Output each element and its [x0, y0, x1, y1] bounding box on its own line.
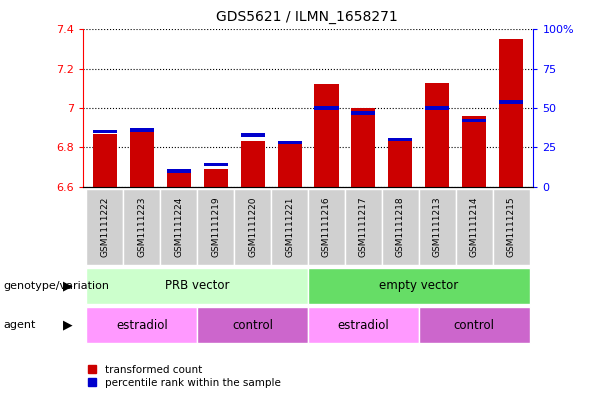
Text: GSM1111216: GSM1111216 [322, 196, 331, 257]
Bar [130, 128, 154, 132]
Bar [493, 189, 530, 265]
Bar [197, 307, 308, 343]
Text: GSM1111224: GSM1111224 [174, 197, 183, 257]
Text: GDS5621 / ILMN_1658271: GDS5621 / ILMN_1658271 [216, 10, 397, 24]
Bar [425, 106, 449, 110]
Bar [351, 111, 375, 115]
Bar [455, 189, 493, 265]
Bar [314, 106, 338, 110]
Bar [308, 268, 530, 304]
Text: GSM1111219: GSM1111219 [211, 196, 220, 257]
Bar [389, 140, 413, 187]
Bar [123, 189, 161, 265]
Text: empty vector: empty vector [379, 279, 459, 292]
Text: ▶: ▶ [63, 319, 72, 332]
Bar [197, 189, 234, 265]
Text: PRB vector: PRB vector [165, 279, 229, 292]
Bar [93, 130, 117, 134]
Text: GSM1111213: GSM1111213 [433, 196, 442, 257]
Text: estradiol: estradiol [338, 319, 389, 332]
Text: GSM1111214: GSM1111214 [470, 197, 479, 257]
Bar [308, 189, 345, 265]
Bar [419, 189, 455, 265]
Bar [499, 39, 523, 187]
Bar [278, 141, 302, 144]
Bar [130, 132, 154, 187]
Bar [86, 189, 123, 265]
Bar [308, 307, 419, 343]
Bar [204, 163, 227, 167]
Bar [241, 141, 265, 187]
Text: GSM1111221: GSM1111221 [285, 197, 294, 257]
Text: GSM1111223: GSM1111223 [137, 197, 147, 257]
Bar [167, 169, 191, 173]
Text: GSM1111215: GSM1111215 [507, 196, 516, 257]
Legend: transformed count, percentile rank within the sample: transformed count, percentile rank withi… [88, 365, 281, 388]
Bar [167, 171, 191, 187]
Bar [86, 268, 308, 304]
Bar [499, 100, 523, 103]
Text: GSM1111220: GSM1111220 [248, 197, 257, 257]
Bar [345, 189, 382, 265]
Bar [278, 141, 302, 187]
Bar [86, 307, 197, 343]
Text: agent: agent [3, 320, 36, 330]
Bar [419, 307, 530, 343]
Bar [204, 169, 227, 187]
Bar [382, 189, 419, 265]
Text: GSM1111222: GSM1111222 [101, 197, 109, 257]
Text: genotype/variation: genotype/variation [3, 281, 109, 291]
Bar [234, 189, 271, 265]
Text: GSM1111218: GSM1111218 [396, 196, 405, 257]
Bar [93, 134, 117, 187]
Bar [241, 133, 265, 137]
Text: control: control [454, 319, 495, 332]
Bar [161, 189, 197, 265]
Text: control: control [232, 319, 273, 332]
Bar [351, 108, 375, 187]
Bar [425, 83, 449, 187]
Text: ▶: ▶ [63, 279, 72, 292]
Bar [389, 138, 413, 141]
Bar [462, 119, 486, 122]
Bar [314, 84, 338, 187]
Bar [462, 116, 486, 187]
Bar [271, 189, 308, 265]
Text: estradiol: estradiol [116, 319, 168, 332]
Text: GSM1111217: GSM1111217 [359, 196, 368, 257]
